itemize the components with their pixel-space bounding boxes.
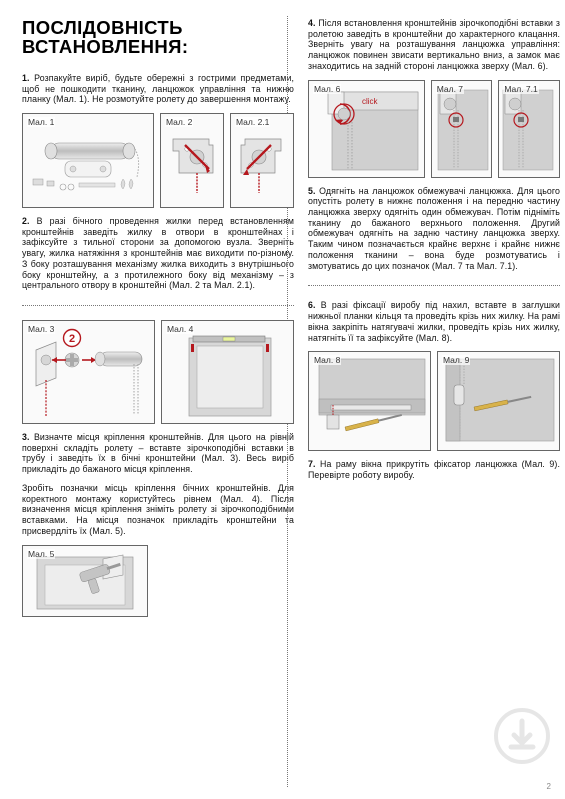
figure-1: Мал. 1: [22, 113, 154, 208]
figure-8: Мал. 8: [308, 351, 431, 451]
figure-2-1: Мал. 2.1: [230, 113, 294, 208]
fig1-svg: [23, 121, 153, 201]
h-divider: [308, 285, 560, 286]
figure-7-1: Мал. 7.1: [498, 80, 560, 178]
fig-label: Мал. 2.1: [235, 117, 270, 127]
left-column: ПОСЛІДОВНІСТЬ ВСТАНОВЛЕННЯ: 1. Розпакуйт…: [22, 18, 294, 789]
fig3-svg: 2: [30, 324, 148, 420]
fig-row-6-7: Мал. 6 click: [308, 80, 560, 178]
page-title: ПОСЛІДОВНІСТЬ ВСТАНОВЛЕННЯ:: [22, 18, 294, 57]
fig-row-5: Мал. 5: [22, 545, 294, 617]
figure-6: Мал. 6 click: [308, 80, 425, 178]
step-5-text: 5. Одягніть на ланцюжок обмежувачі ланцю…: [308, 186, 560, 272]
page: ПОСЛІДОВНІСТЬ ВСТАНОВЛЕННЯ: 1. Розпакуйт…: [0, 0, 565, 799]
figure-4: Мал. 4: [161, 320, 294, 424]
page-number: 2: [547, 782, 551, 791]
h-divider: [22, 305, 294, 306]
fig2-svg: [161, 121, 223, 201]
fig-row-3-4: Мал. 3: [22, 320, 294, 424]
fig-label: Мал. 3: [27, 324, 55, 334]
step-3-text-1: 3. Визначте місця кріплення кронштейнів.…: [22, 432, 294, 475]
fig8-svg: [311, 355, 429, 447]
fig-label: Мал. 1: [27, 117, 55, 127]
fig9-svg: [440, 355, 558, 447]
fig6-svg: click: [310, 84, 422, 174]
step-7-text: 7. На раму вікна прикрутіть фіксатор лан…: [308, 459, 560, 480]
figure-2: Мал. 2: [160, 113, 224, 208]
fig-label: Мал. 7.1: [503, 84, 538, 94]
columns: ПОСЛІДОВНІСТЬ ВСТАНОВЛЕННЯ: 1. Розпакуйт…: [22, 18, 543, 789]
figure-9: Мал. 9: [437, 351, 560, 451]
figure-5: Мал. 5: [22, 545, 148, 617]
watermark-icon: [493, 707, 551, 765]
step-3-text-2: Зробіть позначки місць кріплення бічних …: [22, 483, 294, 537]
fig71-svg: [501, 84, 557, 174]
fig-label: Мал. 6: [313, 84, 341, 94]
fig-label: Мал. 9: [442, 355, 470, 365]
figure-3: Мал. 3: [22, 320, 155, 424]
fig4-svg: [169, 324, 287, 420]
click-label: click: [362, 97, 379, 106]
fig-label: Мал. 5: [27, 549, 55, 559]
fig-label: Мал. 7: [436, 84, 464, 94]
fig21-svg: [231, 121, 293, 201]
fig-label: Мал. 8: [313, 355, 341, 365]
svg-text:2: 2: [68, 333, 74, 345]
fig-label: Мал. 4: [166, 324, 194, 334]
step-1-text: 1. Розпакуйте виріб, будьте обережні з г…: [22, 73, 294, 105]
right-column: 4. Після встановлення кронштейнів зірочк…: [308, 18, 560, 789]
fig-row-1: Мал. 1: [22, 113, 294, 208]
step-6-text: 6. В разі фіксації виробу під нахил, вст…: [308, 300, 560, 343]
fig-label: Мал. 2: [165, 117, 193, 127]
step-4-text: 4. Після встановлення кронштейнів зірочк…: [308, 18, 560, 72]
fig7-svg: [434, 84, 490, 174]
figure-7: Мал. 7: [431, 80, 493, 178]
step-2-text: 2. В разі бічного проведення жилки перед…: [22, 216, 294, 291]
fig-row-8-9: Мал. 8: [308, 351, 560, 451]
